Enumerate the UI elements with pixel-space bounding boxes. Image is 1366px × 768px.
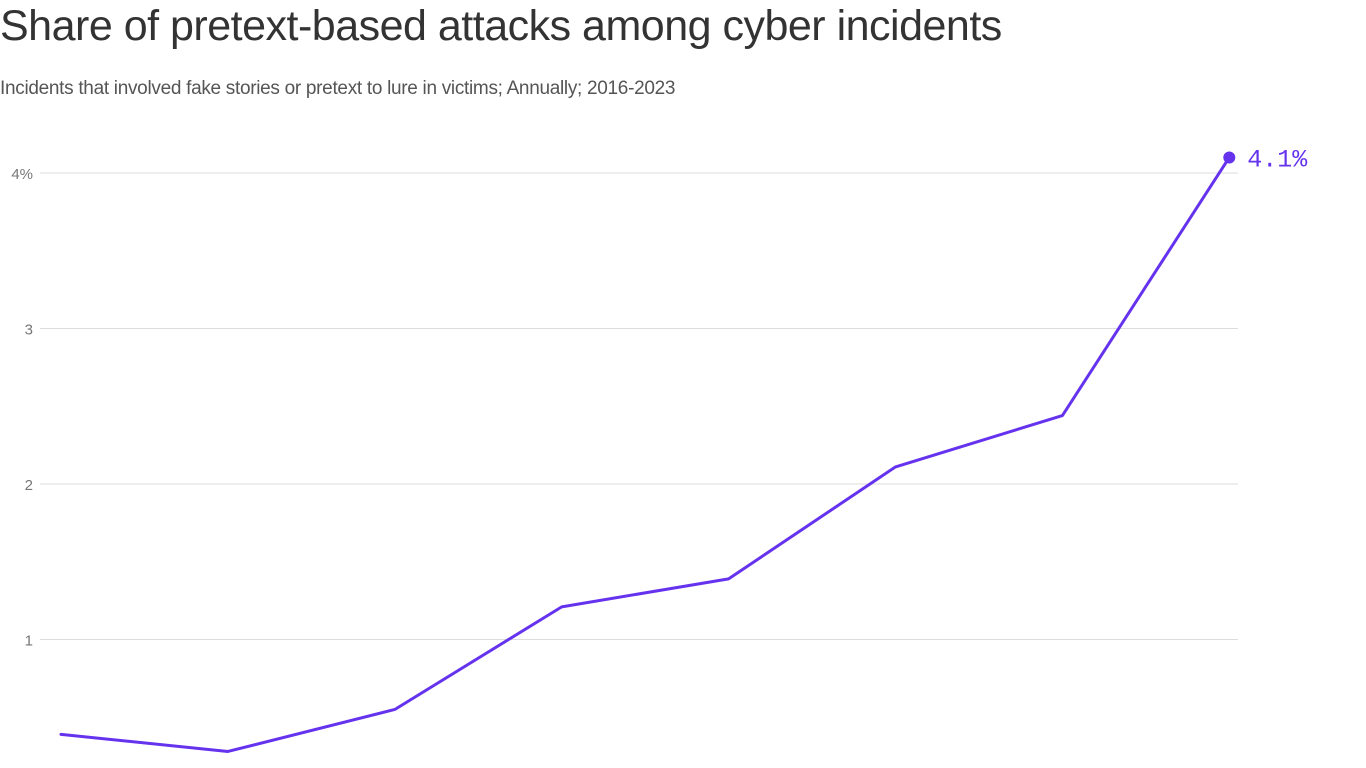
y-tick-label: 2: [25, 477, 33, 494]
end-value-label: 4.1%: [1247, 145, 1308, 174]
y-axis-ticks: 4% 3 2 1: [11, 166, 33, 650]
y-tick-label: 4%: [11, 166, 33, 183]
gridlines: [40, 172, 1238, 640]
y-tick-label: 3: [25, 322, 33, 339]
end-point-marker: [1223, 151, 1236, 164]
y-tick-label: 1: [25, 633, 33, 650]
chart-title: Share of pretext-based attacks among cyb…: [0, 2, 1002, 50]
data-line: [59, 155, 1231, 753]
chart-subtitle: Incidents that involved fake stories or …: [0, 78, 676, 99]
